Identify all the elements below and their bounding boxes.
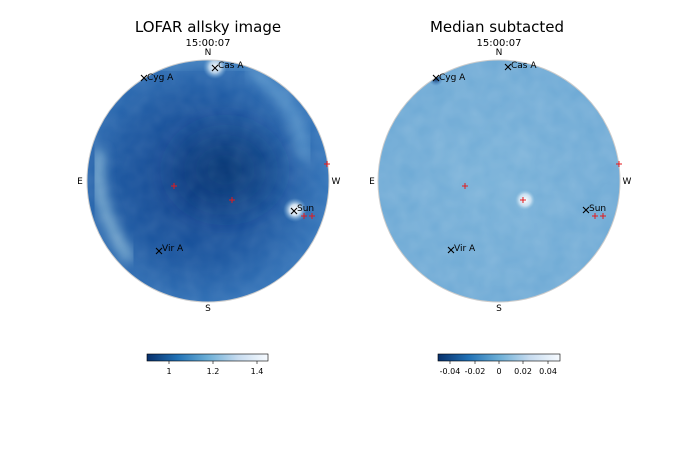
x-marker-icon [155,247,163,255]
colorbar-gradient [437,353,561,362]
plus-marker-icon [520,197,526,203]
source-label: Cyg A [147,73,174,83]
panel-lofar-allsky: LOFAR allsky image 15:00:07 N S E W Cyg … [77,18,340,376]
source-label: Cyg A [439,73,466,83]
source-cas-a: Cas A [504,61,537,71]
plus-marker-icon [616,161,622,167]
colorbar-tick: 1.4 [251,367,264,376]
direction-south: S [496,304,502,314]
plus-marker-icon [592,213,598,219]
direction-west: W [623,177,632,187]
sky-boundary [377,59,621,303]
direction-east: E [77,177,83,187]
plus-marker-icon [324,161,330,167]
colorbar: 1 1.2 1.4 [146,353,269,376]
sky-image [87,60,329,302]
source-sun: Sun [582,204,606,214]
source-cyg-a: Cyg A [432,73,466,83]
source-label: Vir A [454,244,476,254]
sky-boundary [86,59,330,303]
direction-west: W [332,177,341,187]
plus-marker-icon [462,183,468,189]
direction-north: N [205,48,212,58]
x-marker-icon [140,74,148,82]
source-label: Vir A [162,244,184,254]
panel-time: 15:00:07 [186,38,231,49]
source-label: Sun [589,204,606,214]
panel-title: LOFAR allsky image [135,18,281,36]
source-cas-a: Cas A [211,61,244,72]
source-label: Cas A [511,61,537,71]
direction-east: E [369,177,375,187]
source-vir-a: Vir A [447,244,476,254]
source-sun: Sun [290,204,314,215]
colorbar-tick: 1.2 [207,367,220,376]
colorbar-tick: 0 [496,367,501,376]
red-plus-markers [462,161,622,219]
panel-title: Median subtacted [430,18,564,36]
colorbar-tick: 0.02 [514,367,532,376]
plus-marker-icon [309,213,315,219]
source-label: Sun [297,204,314,214]
source-label: Cas A [218,61,244,71]
direction-north: N [496,48,503,58]
colorbar-gradient [146,353,269,362]
panel-median-subtracted: Median subtacted 15:00:07 N S E W Cyg A … [369,18,631,376]
panel-time: 15:00:07 [477,38,522,49]
plus-marker-icon [171,183,177,189]
source-vir-a: Vir A [155,244,184,255]
plus-marker-icon [301,213,307,219]
source-cyg-a: Cyg A [140,73,174,83]
colorbar: -0.04 -0.02 0 0.02 0.04 [437,353,561,376]
direction-south: S [205,304,211,314]
x-marker-icon [447,246,455,254]
x-marker-icon [432,74,440,82]
x-marker-icon [211,64,219,72]
red-plus-markers [171,161,330,219]
colorbar-tick: 0.04 [539,367,557,376]
plus-marker-icon [229,197,235,203]
sky-image [378,60,620,302]
colorbar-tick: -0.04 [440,367,461,376]
colorbar-tick: -0.02 [465,367,486,376]
x-marker-icon [290,207,298,215]
plus-marker-icon [600,213,606,219]
x-marker-icon [582,206,590,214]
colorbar-tick: 1 [166,367,171,376]
x-marker-icon [504,63,512,71]
